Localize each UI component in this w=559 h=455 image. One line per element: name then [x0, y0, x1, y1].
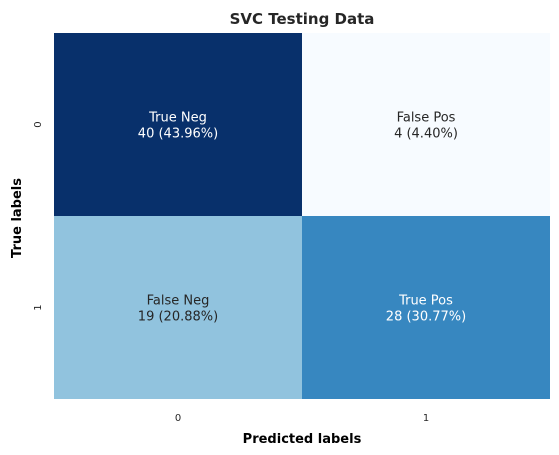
axis-ticks: 0 1 0 1 [33, 121, 429, 424]
cell-label-0-1: False Pos 4 (4.40%) [394, 111, 458, 142]
chart-title: SVC Testing Data [230, 10, 375, 28]
heatmap-cell-1-1 [302, 216, 550, 399]
x-tick-label-1: 1 [423, 413, 429, 424]
heatmap-cell-0-0 [54, 33, 302, 216]
y-tick-label-0: 0 [33, 121, 44, 127]
heatmap-cells: True Neg 40 (43.96%) False Pos 4 (4.40%) Fal… [54, 33, 550, 399]
cell-label-0-0: True Neg 40 (43.96%) [138, 111, 218, 142]
x-axis-label: Predicted labels [243, 432, 362, 447]
heatmap-cell-1-0 [54, 216, 302, 399]
y-axis-label: True labels [10, 178, 25, 258]
y-tick-label-1: 1 [33, 304, 44, 310]
x-tick-label-0: 0 [175, 413, 181, 424]
heatmap-cell-0-1 [302, 33, 550, 216]
cell-label-1-1: True Pos 28 (30.77%) [386, 294, 466, 325]
cell-label-1-0: False Neg 19 (20.88%) [138, 294, 218, 325]
